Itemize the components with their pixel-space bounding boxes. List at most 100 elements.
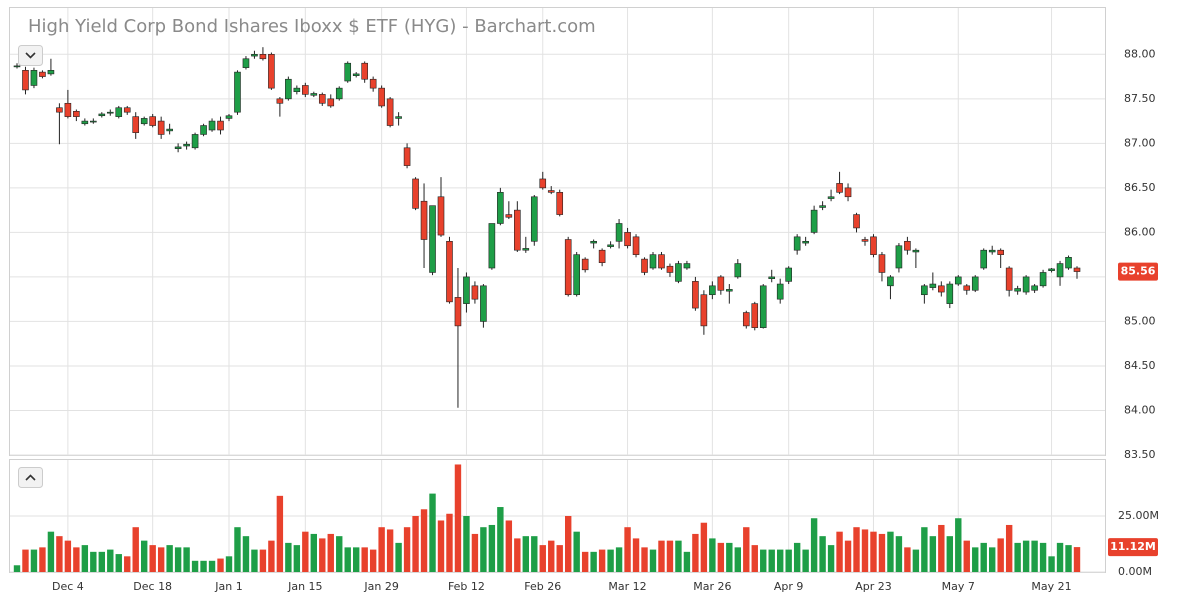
candle-body [1056, 263, 1064, 278]
volume-bar [751, 545, 758, 572]
volume-bar [13, 565, 21, 572]
candle-body [115, 107, 123, 117]
volume-bar [369, 549, 377, 572]
volume-bar [39, 547, 46, 572]
volume-bar [90, 551, 97, 572]
volume-bar [1065, 545, 1072, 572]
volume-bar [683, 551, 691, 572]
candle-body [1022, 276, 1030, 293]
volume-bar [531, 536, 538, 572]
candle-body [488, 223, 496, 269]
volume-bar [191, 560, 199, 572]
volume-bar [141, 540, 148, 572]
candle-body [318, 94, 326, 104]
x-tick-label: Feb 26 [524, 580, 561, 593]
volume-bar [861, 529, 869, 572]
candle-body [895, 245, 903, 269]
volume-bar [573, 531, 580, 572]
volume-bar [403, 527, 411, 572]
candle-body [403, 147, 411, 166]
x-tick-label: Jan 1 [214, 580, 242, 593]
volume-bar [997, 538, 1004, 572]
x-tick-label: May 7 [942, 580, 975, 593]
candle-body [700, 294, 708, 327]
volume-bar [938, 524, 945, 572]
last-price-box [1118, 262, 1158, 281]
volume-bar [548, 540, 555, 572]
candle-body [437, 196, 445, 236]
x-tick-label: Dec 4 [52, 580, 84, 593]
volume-bar [471, 533, 479, 572]
volume-bar [895, 536, 903, 572]
volume-bar [200, 560, 207, 572]
candle-body [658, 254, 665, 269]
candle-body [632, 236, 640, 255]
y-tick-label: 87.50 [1124, 92, 1156, 105]
last-volume-box [1108, 538, 1158, 557]
y-tick-label: 83.50 [1124, 448, 1156, 461]
candle-body [30, 70, 38, 86]
volume-bar [1005, 524, 1013, 572]
volume-bar [429, 493, 436, 572]
candle-body [268, 54, 275, 89]
volume-bar [539, 545, 546, 572]
candle-body [293, 87, 301, 93]
candle-body [844, 187, 852, 198]
candle-body [157, 120, 165, 135]
candle-body [547, 190, 555, 193]
candle-body [1031, 285, 1038, 291]
candle-body [921, 285, 928, 296]
volume-bar [276, 495, 284, 572]
candle-body [200, 125, 207, 135]
volume-bar [1073, 547, 1081, 572]
volume-bar [853, 527, 860, 572]
collapse-button[interactable] [18, 467, 43, 488]
candle-body [446, 240, 453, 303]
volume-bar [505, 520, 513, 572]
candle-body [454, 297, 462, 327]
candle-body [556, 192, 564, 215]
volume-bar [124, 556, 131, 572]
volume-bar [395, 542, 402, 572]
candle-body [810, 209, 818, 233]
volume-bar [285, 542, 292, 572]
candle-body [505, 214, 513, 218]
volume-bar [208, 560, 216, 572]
candle-body [174, 146, 182, 149]
volume-bar [641, 547, 648, 572]
candle-body [946, 283, 954, 304]
volume-bar [327, 533, 334, 572]
volume-bar [157, 547, 165, 572]
volume-bar [488, 524, 496, 572]
volume-bar [760, 549, 767, 572]
volume-bar [107, 549, 114, 572]
volume-bar [734, 547, 741, 572]
volume-bar [47, 531, 55, 572]
candle-body [225, 115, 233, 119]
candle-body [971, 276, 979, 291]
candle-body [335, 87, 343, 100]
chart-title: High Yield Corp Bond Ishares Iboxx $ ETF… [28, 16, 596, 37]
candle-body [717, 276, 725, 291]
candle-body [887, 276, 894, 287]
x-tick-label: Mar 26 [693, 580, 731, 593]
volume-bar [319, 538, 326, 572]
volume-bar [870, 531, 877, 572]
price-panel [9, 7, 1106, 456]
x-tick-label: May 21 [1031, 580, 1071, 593]
volume-bar [955, 518, 962, 572]
candle-body [217, 120, 224, 131]
volume-bar [353, 547, 360, 572]
volume-bar [658, 540, 665, 572]
candle-body [997, 249, 1004, 255]
candle-body [166, 128, 173, 132]
candle-body [39, 71, 46, 77]
volume-bar [463, 516, 470, 572]
candle-body [573, 254, 580, 296]
collapse-button[interactable] [18, 45, 43, 66]
volume-bar [166, 545, 173, 572]
candle-body [734, 263, 742, 278]
volume-bar [904, 547, 911, 572]
candle-body [64, 102, 72, 117]
candle-body [251, 54, 258, 57]
